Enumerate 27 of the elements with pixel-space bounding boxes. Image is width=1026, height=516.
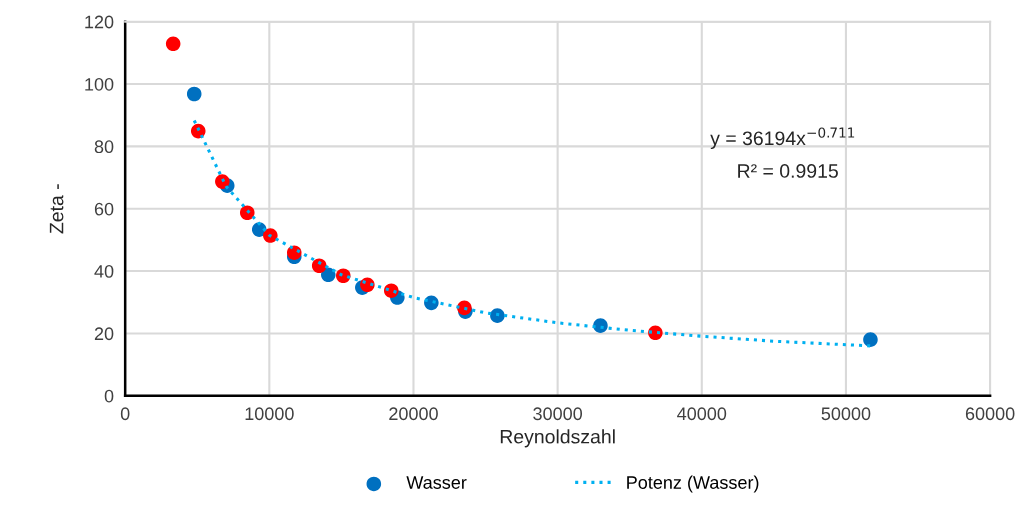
annotation: R² = 0.9915 xyxy=(738,164,838,178)
y-tick-label: 20 xyxy=(94,327,114,341)
x-tick-label: 20000 xyxy=(389,407,438,421)
y-tick-label: 40 xyxy=(94,265,114,278)
point xyxy=(863,332,878,347)
y-axis-title: Zeta - xyxy=(49,184,64,234)
x-tick-label: 50000 xyxy=(821,407,871,421)
x-tick-label: 0 xyxy=(120,407,130,421)
legend-label: Potenz (Wasser) xyxy=(627,475,759,493)
x-tick-label: 60000 xyxy=(965,407,1015,421)
y-tick-label: 120 xyxy=(85,15,114,29)
y-tick-label: 60 xyxy=(94,202,114,216)
legend-label: Wasser xyxy=(406,476,467,489)
point xyxy=(215,174,230,189)
point xyxy=(263,228,278,243)
x-tick-label: 30000 xyxy=(533,407,583,421)
y-tick-label: 0 xyxy=(104,389,114,403)
annotation: y = 36194x$^{−0.711}$ xyxy=(710,127,855,150)
point xyxy=(186,86,202,102)
y-tick-label: 100 xyxy=(85,77,114,91)
y-tick-label: 80 xyxy=(94,140,114,154)
x-tick-label: 40000 xyxy=(677,407,727,421)
point xyxy=(311,258,327,274)
x-tick-label: 10000 xyxy=(245,407,294,421)
x-axis-title: Reynoldszahl xyxy=(500,429,615,448)
point xyxy=(490,308,505,323)
point xyxy=(165,36,181,52)
